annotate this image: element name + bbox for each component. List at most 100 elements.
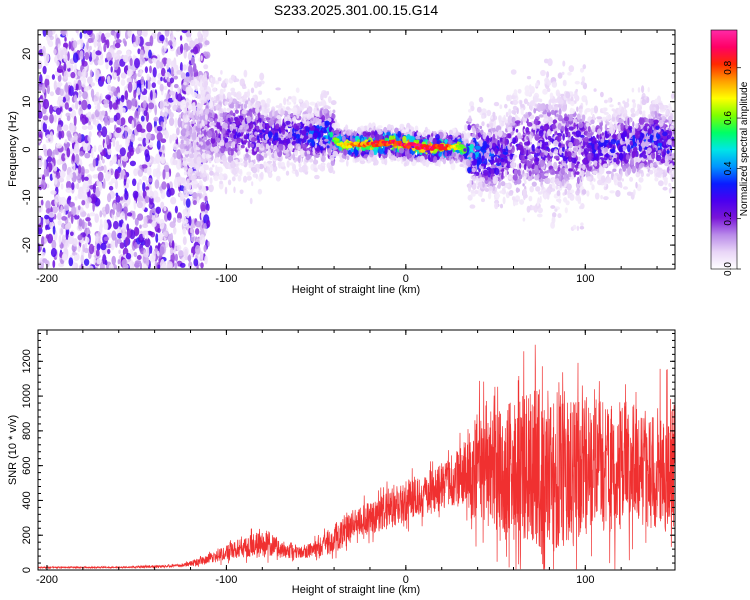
spectrogram-blob: [76, 182, 80, 190]
spectrogram-blob: [95, 233, 99, 243]
spectrogram-blob: [250, 97, 255, 104]
spectrogram-blob: [233, 186, 236, 194]
spectrogram-blob: [139, 49, 144, 60]
spectrogram-blob: [170, 252, 175, 264]
spectrogram-blob: [136, 123, 143, 133]
spectrogram-blob: [140, 115, 145, 122]
spectrogram-blob: [189, 112, 194, 119]
spectrogram-blob: [56, 159, 62, 165]
spectrogram-blob: [137, 106, 141, 116]
spectrogram-blob: [93, 258, 96, 264]
spectrogram-blob: [487, 192, 492, 200]
spectrogram-blob: [61, 234, 66, 245]
spectrogram-blob: [179, 192, 184, 197]
spectrogram-blob: [81, 114, 87, 125]
spectrogram-blob: [148, 177, 153, 183]
spectrogram-blob: [193, 258, 199, 267]
spectrogram-blob: [90, 88, 95, 99]
spectrogram-blob: [142, 230, 146, 238]
spectrogram-blob: [174, 253, 178, 262]
spectrogram-blob: [168, 187, 175, 196]
spectrogram-blob: [57, 74, 62, 82]
spectrogram-blob: [173, 227, 177, 235]
spectrogram-blob: [136, 182, 140, 192]
spectrogram-blob: [184, 248, 188, 259]
spectrogram-blob: [207, 240, 210, 247]
spectrogram-blob: [101, 126, 108, 138]
spectrogram-blob: [98, 132, 102, 138]
spectrogram-blob: [550, 177, 555, 184]
spectrogram-blob: [59, 170, 66, 179]
spectrogram-blob: [46, 156, 53, 163]
spectrogram-blob: [467, 124, 472, 131]
spectrogram-blob: [164, 72, 168, 80]
spectrogram-blob: [121, 259, 128, 267]
spectrogram-blob: [251, 181, 254, 187]
spectrogram-blob: [116, 50, 122, 55]
spectrogram-blob: [188, 261, 193, 269]
spectrogram-blob: [169, 90, 175, 96]
spectrogram-blob: [479, 125, 483, 130]
spectrogram-blob: [110, 178, 117, 184]
spectrogram-blob-group: [38, 30, 675, 269]
spectrogram-blob: [183, 171, 188, 176]
spectrogram-blob: [97, 144, 103, 153]
spectrogram-blob: [203, 30, 207, 38]
spectrogram-blob: [138, 179, 143, 185]
spectrogram-blob: [156, 139, 161, 150]
spectrogram-blob: [593, 105, 599, 114]
spectrogram-blob: [66, 180, 72, 190]
spectrogram-blob: [68, 257, 74, 267]
spectrogram-blob: [59, 88, 64, 97]
spectrogram-blob: [285, 170, 290, 176]
spectrogram-blob: [170, 30, 174, 39]
spectrogram-blob: [87, 221, 91, 227]
spectrogram-blob: [66, 174, 71, 182]
spectrogram-blob: [90, 82, 95, 87]
spectrogram-blob: [84, 152, 91, 159]
spectrogram-blob: [55, 143, 63, 149]
spectrogram-blob: [148, 218, 153, 224]
spectrogram-blob: [152, 168, 157, 178]
spectrogram-blob: [44, 214, 50, 220]
spectrogram-blob: [93, 38, 98, 48]
spectrogram-blob: [62, 208, 66, 217]
spectrogram-blob: [589, 181, 593, 186]
spectrogram-blob: [101, 33, 105, 44]
spectrogram-blob: [78, 90, 83, 96]
spectrogram-blob: [259, 72, 265, 81]
spectrogram-blob: [88, 243, 95, 255]
spectrogram-blob: [46, 134, 51, 139]
spectrogram-blob: [638, 177, 644, 183]
spectrogram-blob: [179, 262, 186, 268]
spectrogram-blob: [53, 80, 58, 91]
spectrogram-blob: [519, 199, 525, 205]
spectrogram-blob: [49, 91, 55, 97]
spectrogram-blob: [139, 57, 146, 65]
spectrogram-blob: [72, 238, 78, 247]
spectrogram-blob: [68, 195, 72, 201]
spectrogram-blob: [108, 185, 114, 191]
spectrogram-blob: [156, 250, 160, 257]
spectrogram-blob: [102, 182, 105, 189]
spectrogram-blob: [65, 230, 69, 240]
spectrogram-blob: [550, 205, 556, 209]
spectrogram-blob: [101, 158, 105, 164]
spectrogram-blob: [60, 50, 64, 60]
spectrogram-blob: [630, 157, 634, 166]
spectrogram-blob: [240, 162, 245, 166]
spectrogram-blob: [69, 148, 75, 154]
spectrogram-blob: [662, 186, 668, 191]
spectrogram-blob: [576, 106, 579, 112]
spectrogram-blob: [220, 70, 223, 75]
spectrogram-blob: [111, 96, 117, 102]
spectrogram-blob: [83, 176, 89, 181]
spectrogram-blob: [237, 175, 242, 182]
spectrogram-blob: [151, 57, 156, 63]
spectrogram-blob: [159, 218, 165, 230]
spectrogram-blob: [508, 175, 512, 180]
spectrogram-blob: [537, 207, 543, 214]
spectrogram-blob: [204, 51, 211, 59]
spectrogram-blob: [576, 225, 580, 231]
spectrogram-blob: [201, 167, 205, 174]
